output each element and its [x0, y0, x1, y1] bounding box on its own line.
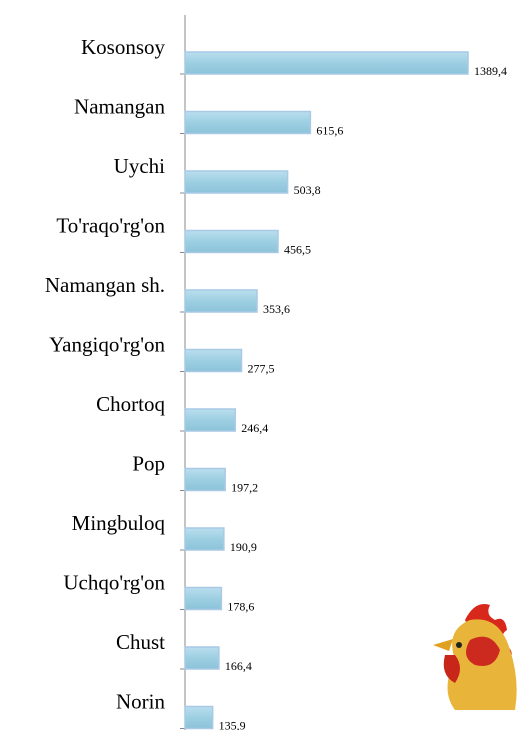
category-label: Kosonsoy — [81, 35, 166, 59]
value-label: 190,9 — [230, 540, 257, 554]
value-label: 135,9 — [219, 718, 246, 730]
category-label: Norin — [116, 690, 165, 714]
bar — [184, 527, 225, 551]
category-label: Namangan — [74, 95, 165, 119]
rooster-icon — [433, 604, 517, 710]
value-label: 456,5 — [284, 242, 311, 256]
value-label: 246,4 — [241, 421, 268, 435]
category-label: Namangan sh. — [45, 273, 165, 297]
value-label: 503,8 — [294, 183, 321, 197]
bar — [184, 705, 214, 730]
category-label: Chortoq — [96, 392, 165, 416]
value-label: 353,6 — [263, 302, 290, 316]
bar — [184, 170, 289, 194]
value-label: 178,6 — [227, 599, 254, 613]
category-label: Chust — [116, 630, 165, 654]
category-label: Yangiqo'rg'on — [49, 333, 165, 357]
category-label: Uychi — [114, 154, 165, 178]
bar — [184, 348, 243, 373]
category-label: Uchqo'rg'on — [63, 571, 165, 595]
value-label: 1389,4 — [474, 64, 507, 78]
value-label: 277,5 — [248, 361, 275, 375]
bar — [184, 586, 223, 611]
category-label: Pop — [132, 452, 165, 476]
bar — [184, 229, 279, 254]
bar — [184, 408, 236, 432]
bar — [184, 467, 226, 492]
bar — [184, 51, 469, 75]
value-label: 615,6 — [316, 123, 343, 137]
bar — [184, 289, 258, 313]
bar — [184, 110, 312, 135]
category-label: To'raqo'rg'on — [56, 214, 165, 238]
bar — [184, 646, 220, 670]
value-label: 197,2 — [231, 480, 258, 494]
category-label: Mingbuloq — [72, 511, 166, 535]
value-label: 166,4 — [225, 659, 252, 673]
